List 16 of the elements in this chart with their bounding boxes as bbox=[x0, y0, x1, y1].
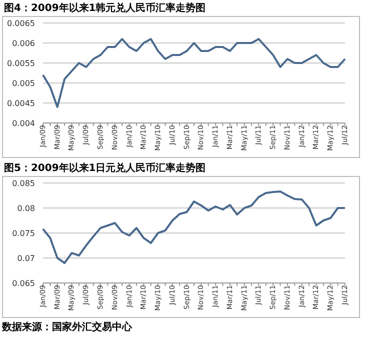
chart-title: 图5：2009年以来1日元兑人民币汇率走势图 bbox=[3, 162, 207, 176]
y-tick-label: 0.004 bbox=[12, 118, 35, 128]
y-tick-label: 0.0065 bbox=[7, 18, 35, 28]
chart-title: 图4：2009年以来1韩元兑人民币汇率走势图 bbox=[3, 2, 207, 16]
y-tick-label: 0.065 bbox=[12, 278, 35, 288]
y-tick-label: 0.08 bbox=[17, 204, 35, 213]
y-tick-label: 0.006 bbox=[12, 38, 35, 48]
y-tick-label: 0.07 bbox=[17, 254, 35, 263]
y-tick-label: 0.0045 bbox=[7, 98, 35, 108]
line-series bbox=[42, 190, 346, 264]
line-series bbox=[42, 38, 346, 108]
y-tick-label: 0.005 bbox=[12, 78, 35, 88]
source-note: 数据来源：国家外汇交易中心 bbox=[0, 320, 133, 334]
y-tick-label: 0.075 bbox=[12, 228, 35, 238]
y-tick-label: 0.085 bbox=[12, 178, 35, 188]
y-tick-label: 0.0055 bbox=[7, 58, 35, 68]
